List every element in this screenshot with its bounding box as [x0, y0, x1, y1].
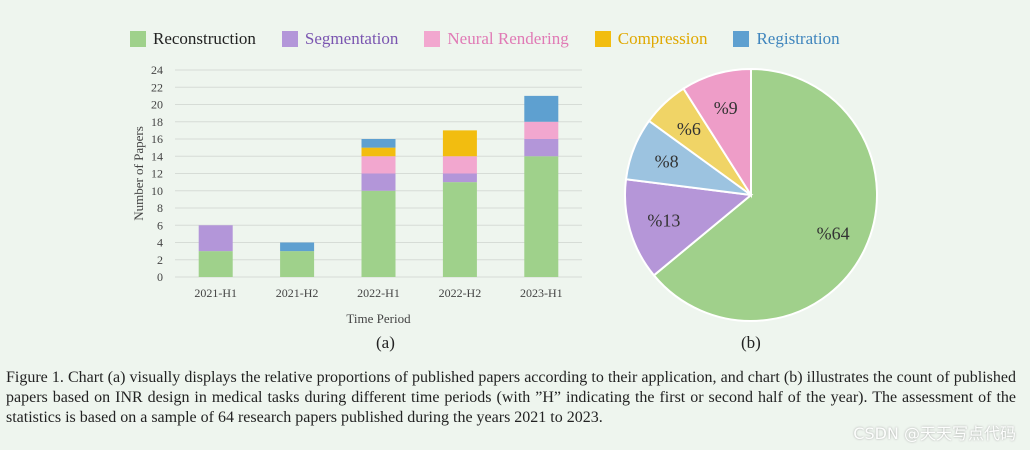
- pie-chart-sublabel: (b): [741, 333, 761, 352]
- legend-item-compression: Compression: [594, 29, 708, 49]
- legend-item-segmentation: Segmentation: [281, 29, 399, 49]
- y-tick-label: 8: [157, 201, 163, 215]
- legend-swatch: [424, 31, 441, 47]
- y-tick-label: 22: [151, 80, 163, 94]
- legend-swatch: [130, 31, 146, 47]
- bar-segment-reconstruction-2021-H2: [280, 251, 315, 277]
- legend-label: Reconstruction: [153, 29, 256, 48]
- bar-segment-reconstruction-2022-H2: [442, 182, 477, 277]
- y-tick-label: 16: [151, 132, 163, 146]
- bar-chart-sublabel: (a): [376, 333, 395, 352]
- bar-segment-segmentation-2022-H2: [442, 173, 477, 183]
- bar-segment-reconstruction-2021-H1: [198, 251, 233, 277]
- y-tick-label: 0: [157, 270, 163, 284]
- y-axis-label: Number of Papers: [131, 126, 146, 221]
- bar-segment-reconstruction-2023-H1: [524, 156, 559, 277]
- bar-segment-registration-2023-H1: [524, 95, 559, 122]
- y-tick-label: 6: [157, 218, 163, 232]
- pie-slice-label: %8: [655, 152, 679, 172]
- pie-slice-label: %64: [817, 224, 850, 244]
- watermark: CSDN @天天写点代码: [853, 424, 1016, 443]
- legend-swatch: [594, 31, 611, 47]
- bar-segment-neural-rendering-2023-H1: [524, 121, 559, 139]
- x-axis-label: Time Period: [346, 311, 411, 325]
- pie-slice-label: %9: [714, 98, 738, 118]
- x-tick-label: 2021-H2: [276, 286, 319, 300]
- pie-slice-reconstruction: [652, 67, 878, 322]
- bar-segment-neural-rendering-2022-H2: [442, 156, 477, 174]
- pie-slice-label: %6: [677, 119, 701, 139]
- legend-swatch: [733, 31, 750, 47]
- bar-segment-compression-2022-H2: [442, 130, 477, 157]
- figure-caption: Figure 1. Chart (a) visually displays th…: [6, 369, 1016, 426]
- y-tick-label: 4: [157, 236, 163, 250]
- bar-segment-registration-2022-H1: [361, 139, 396, 148]
- y-tick-label: 20: [151, 98, 163, 112]
- y-tick-label: 10: [151, 184, 163, 198]
- x-tick-label: 2021-H1: [194, 286, 237, 300]
- chart-legend: Reconstruction Segmentation Neural Renderi…: [130, 28, 866, 50]
- legend-swatch: [281, 31, 298, 47]
- legend-label: Registration: [756, 29, 840, 48]
- pie-slice-label: %13: [647, 210, 680, 230]
- y-tick-label: 14: [151, 149, 163, 163]
- pie-slice-segmentation: [624, 178, 754, 277]
- x-tick-label: 2022-H2: [439, 286, 482, 300]
- pie-chart: %64 %13 %8 %6 %9: [624, 67, 878, 322]
- bar-segment-compression-2022-H1: [361, 147, 396, 157]
- bar-segment-segmentation-2022-H1: [361, 173, 396, 191]
- legend-label: Segmentation: [304, 29, 399, 48]
- x-tick-label: 2022-H1: [357, 286, 400, 300]
- pie-slice-neural-rendering: [682, 67, 752, 199]
- y-tick-label: 18: [151, 115, 163, 129]
- legend-label: Neural Rendering: [447, 29, 569, 48]
- bar-segment-segmentation-2021-H1: [198, 225, 233, 252]
- legend-item-registration: Registration: [733, 29, 840, 49]
- y-tick-label: 12: [151, 167, 163, 181]
- bar-segment-registration-2021-H2: [280, 242, 315, 252]
- legend-item-reconstruction: Reconstruction: [130, 29, 256, 49]
- y-tick-label: 24: [151, 63, 163, 77]
- bar-segment-segmentation-2023-H1: [524, 139, 559, 157]
- x-tick-label: 2023-H1: [520, 286, 563, 300]
- legend-item-neural-rendering: Neural Rendering: [424, 29, 569, 49]
- bar-segment-neural-rendering-2022-H1: [361, 156, 396, 174]
- bar-segment-reconstruction-2022-H1: [361, 190, 396, 277]
- y-tick-label: 2: [157, 253, 163, 267]
- legend-label: Compression: [617, 29, 708, 48]
